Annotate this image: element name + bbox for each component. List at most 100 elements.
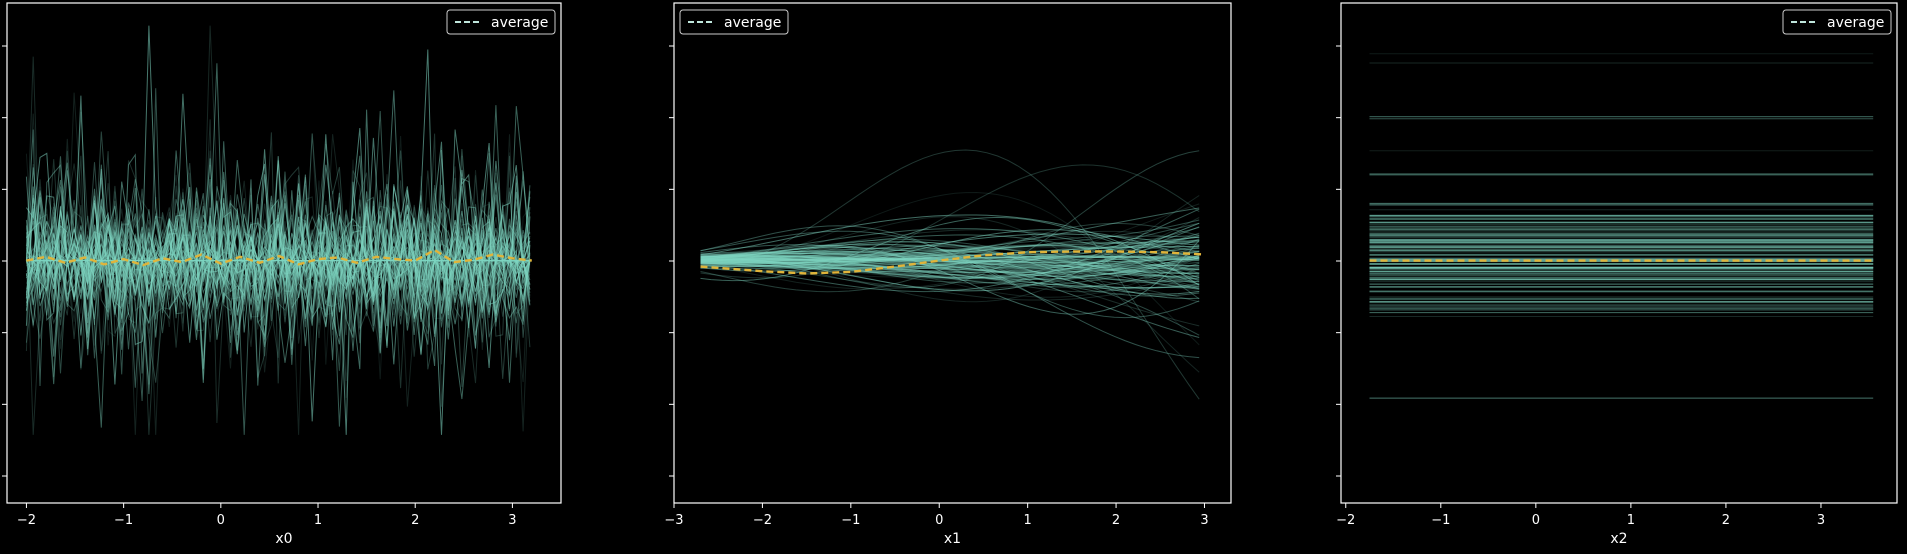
ice-curve bbox=[700, 226, 1200, 279]
ice-curve bbox=[700, 252, 1200, 267]
ice-curve bbox=[700, 255, 1200, 271]
ice-curve bbox=[25, 129, 531, 387]
ice-curve bbox=[700, 203, 1200, 278]
ice-curve bbox=[700, 229, 1200, 272]
ice-curve bbox=[700, 256, 1200, 301]
legend: average bbox=[446, 9, 556, 35]
ice-curve bbox=[700, 228, 1200, 282]
ice-curve bbox=[26, 210, 530, 321]
ice-curve bbox=[700, 164, 1200, 279]
ice-curve bbox=[26, 131, 531, 334]
ice-curve bbox=[700, 225, 1200, 319]
legend: average bbox=[1782, 9, 1892, 35]
x-tick-label: −2 bbox=[17, 513, 36, 528]
ice-curve bbox=[700, 252, 1200, 274]
x-tick-label: 1 bbox=[314, 513, 322, 528]
ice-curve bbox=[700, 241, 1200, 274]
ice-curve bbox=[26, 205, 531, 380]
x-tick-label: 3 bbox=[1817, 513, 1825, 528]
average-line bbox=[700, 250, 1205, 275]
x-axis-label: x1 bbox=[944, 531, 961, 547]
ice-curve bbox=[700, 254, 1200, 286]
ice-curve bbox=[700, 255, 1200, 280]
ice-curve bbox=[700, 245, 1200, 283]
ice-curve bbox=[700, 260, 1200, 270]
ice-curve bbox=[26, 194, 531, 427]
ice-curve bbox=[700, 236, 1200, 270]
ice-curve bbox=[25, 110, 531, 402]
ice-curve bbox=[700, 246, 1200, 274]
ice-curve bbox=[700, 250, 1200, 338]
ice-curve bbox=[700, 244, 1200, 289]
ice-curve bbox=[700, 256, 1200, 280]
ice-curve bbox=[700, 257, 1200, 275]
ice-curve bbox=[26, 202, 531, 323]
ice-curve bbox=[700, 246, 1200, 263]
ice-curve bbox=[700, 255, 1200, 279]
ice-curve bbox=[700, 191, 1200, 346]
ice-curves-group bbox=[700, 149, 1205, 400]
ice-curve bbox=[25, 88, 531, 385]
ice-curve bbox=[25, 25, 531, 435]
ice-curve bbox=[700, 222, 1200, 292]
ice-curve bbox=[700, 248, 1200, 290]
ice-curve bbox=[700, 226, 1200, 278]
ice-curve bbox=[25, 90, 531, 386]
x-tick-label: 1 bbox=[1627, 513, 1635, 528]
ice-curve bbox=[700, 239, 1200, 315]
ice-curve bbox=[25, 215, 531, 355]
ice-curve bbox=[700, 246, 1200, 290]
ice-curve bbox=[25, 195, 530, 351]
legend-box bbox=[1782, 9, 1892, 35]
x-axis-label: x0 bbox=[275, 531, 292, 547]
ice-curve bbox=[700, 232, 1200, 278]
ice-curve bbox=[700, 243, 1200, 295]
x-tick-label: 0 bbox=[217, 513, 225, 528]
x-tick-label: 0 bbox=[935, 513, 943, 528]
legend-label: average bbox=[1827, 15, 1884, 31]
ice-curve bbox=[700, 236, 1200, 269]
ice-curve bbox=[700, 246, 1200, 264]
ice-curve bbox=[700, 254, 1200, 262]
ice-curve bbox=[700, 256, 1200, 288]
legend-box bbox=[679, 9, 789, 35]
ice-curve bbox=[26, 208, 531, 311]
x-tick-label: 2 bbox=[411, 513, 419, 528]
ice-curve bbox=[25, 152, 531, 349]
ice-curve bbox=[700, 230, 1200, 267]
x-tick-label: 0 bbox=[1532, 513, 1540, 528]
ice-curve bbox=[700, 257, 1200, 280]
ice-curve bbox=[25, 177, 530, 322]
ice-curve bbox=[700, 207, 1200, 267]
ice-curve bbox=[25, 92, 531, 383]
legend-label: average bbox=[491, 15, 548, 31]
ice-curve bbox=[700, 219, 1200, 270]
ice-curve bbox=[700, 241, 1200, 283]
x-tick-label: 3 bbox=[508, 513, 516, 528]
ice-curve bbox=[25, 150, 531, 358]
ice-curve bbox=[700, 255, 1200, 290]
ice-curve bbox=[700, 255, 1200, 303]
ice-curve bbox=[700, 149, 1200, 400]
ice-curve bbox=[700, 256, 1200, 278]
x-tick-label: −1 bbox=[841, 513, 860, 528]
ice-curve bbox=[700, 251, 1200, 336]
chart-panel-x0: −2 −1 0 1 2 3 x0 average bbox=[2, 2, 562, 547]
average-line bbox=[26, 248, 532, 267]
ice-curve bbox=[25, 160, 531, 395]
ice-curves-group bbox=[25, 25, 532, 435]
ice-curve bbox=[700, 241, 1200, 264]
ice-curve bbox=[26, 141, 531, 374]
ice-curve bbox=[26, 135, 531, 380]
ice-curve bbox=[25, 212, 530, 309]
ice-curve bbox=[700, 239, 1200, 262]
legend: average bbox=[679, 9, 789, 35]
ice-curve bbox=[25, 217, 531, 316]
ice-curve bbox=[26, 158, 531, 400]
x-tick-label: −1 bbox=[114, 513, 133, 528]
ice-curve bbox=[700, 258, 1200, 270]
ice-curve bbox=[25, 153, 531, 335]
legend-label: average bbox=[724, 15, 781, 31]
x-axis-label: x2 bbox=[1610, 531, 1627, 547]
ice-curve bbox=[700, 234, 1200, 285]
